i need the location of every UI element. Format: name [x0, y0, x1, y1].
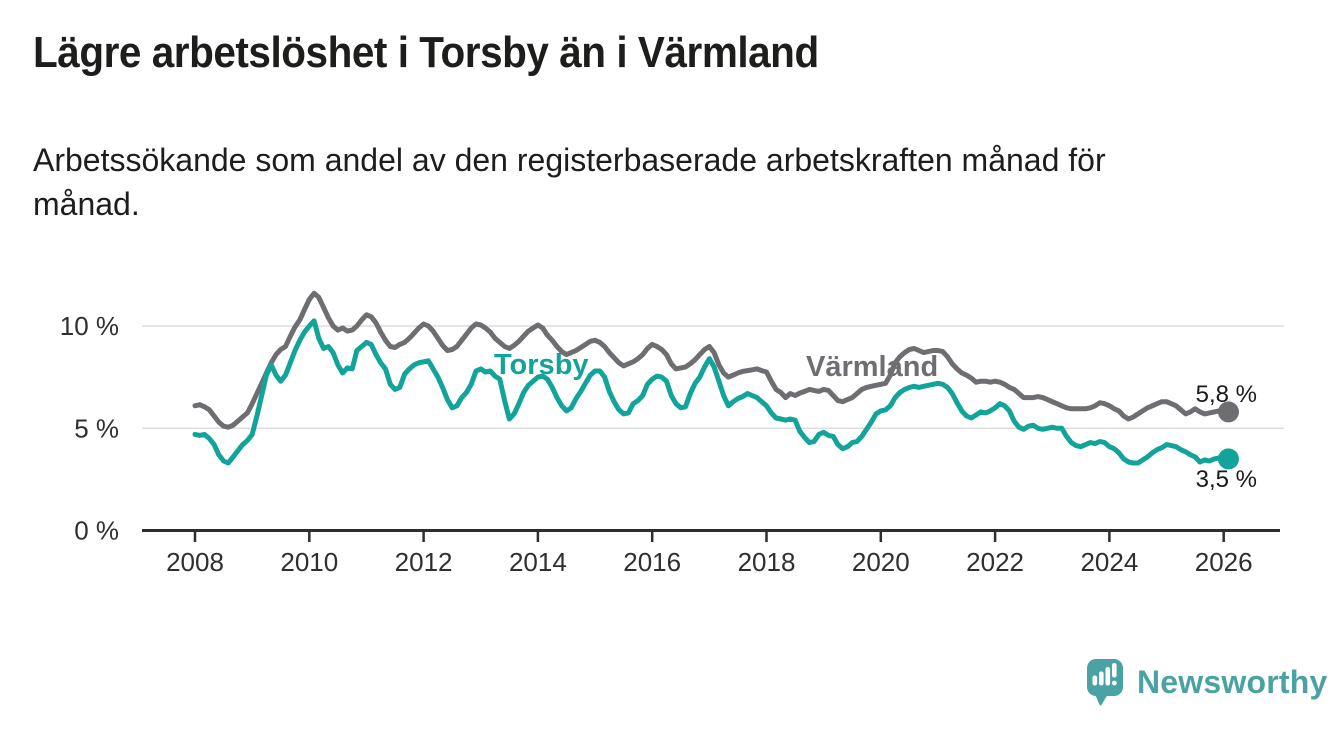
- end-value-torsby: 3,5 %: [1195, 466, 1257, 493]
- y-tick-label: 0 %: [74, 516, 119, 546]
- series-end-dot: [1217, 448, 1239, 470]
- series-label-torsby: Torsby: [494, 349, 589, 381]
- end-value-varmland: 5,8 %: [1195, 381, 1257, 408]
- series-end-dot: [1217, 401, 1239, 423]
- series-path-vrmland: [192, 290, 1231, 430]
- newsworthy-icon: [1087, 659, 1123, 706]
- x-tick-label: 2010: [280, 547, 338, 577]
- logo-exclamation-dot: [1111, 680, 1117, 686]
- y-tick-label: 10 %: [60, 311, 119, 341]
- newsworthy-logo: Newsworthy: [1086, 658, 1327, 707]
- x-tick-label: 2018: [738, 547, 796, 577]
- x-tick-label: 2008: [166, 547, 224, 577]
- logo-exclamation-bar: [1112, 663, 1117, 678]
- page-title: Lägre arbetslöshet i Torsby än i Värmlan…: [33, 28, 819, 77]
- x-tick-label: 2012: [395, 547, 453, 577]
- x-tick-label: 2026: [1195, 547, 1253, 577]
- x-tick-label: 2014: [509, 547, 567, 577]
- logo-bar-medium: [1099, 671, 1104, 686]
- series-label-varmland: Värmland: [806, 351, 939, 383]
- logo-bar-small: [1092, 675, 1098, 686]
- series-path-torsby: [192, 318, 1231, 466]
- y-tick-label: 5 %: [74, 413, 119, 443]
- x-tick-label: 2016: [623, 547, 681, 577]
- x-tick-label: 2024: [1080, 547, 1138, 577]
- newsworthy-wordmark: Newsworthy: [1137, 664, 1328, 700]
- chart-subtitle: Arbetssökande som andel av den registerb…: [33, 142, 1106, 223]
- logo-bar-tall: [1105, 667, 1111, 686]
- x-tick-label: 2020: [852, 547, 910, 577]
- x-tick-label: 2022: [966, 547, 1024, 577]
